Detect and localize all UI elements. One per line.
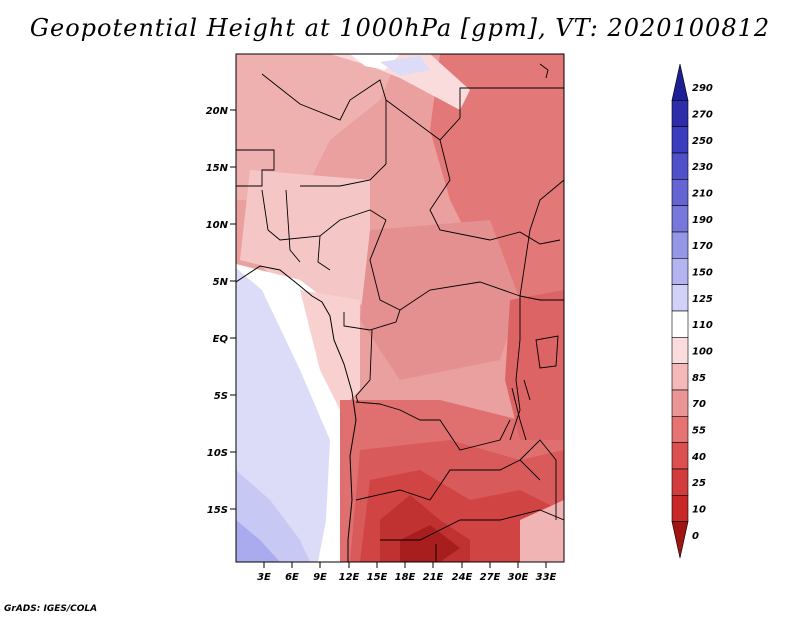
lon-label: 33E	[536, 572, 557, 583]
colorbar: 2902702502302101901701501251101008570554…	[671, 63, 713, 559]
lat-label: EQ	[213, 334, 229, 345]
colorbar-label: 40	[691, 452, 706, 463]
field-north-light	[330, 54, 470, 110]
height-field	[236, 54, 564, 562]
colorbar-label: 110	[692, 320, 713, 331]
field-north-blue	[380, 56, 430, 76]
field-central	[360, 220, 520, 380]
border-chad-car-sudan	[429, 139, 561, 245]
lat-axis: 20N 15N 10N 5N EQ 5S 10S 15S	[206, 106, 236, 516]
lat-label: 15N	[206, 163, 229, 174]
colorbar-label: 230	[692, 162, 713, 173]
border-sudan-ethiopia	[519, 179, 564, 340]
lon-label: 3E	[257, 572, 271, 583]
grads-credit: GrADS: IGES/COLA	[4, 604, 98, 614]
colorbar-swatch	[671, 310, 689, 338]
colorbar-label: 70	[692, 399, 706, 410]
colorbar-label: 270	[692, 110, 713, 121]
colorbar-swatch	[671, 63, 689, 101]
lake-victoria	[535, 335, 559, 369]
border-malawi	[519, 439, 557, 520]
border-car-drc	[399, 281, 521, 311]
border-nigeria-benin	[317, 235, 331, 271]
colorbar-label: 170	[692, 241, 713, 252]
lat-label: 20N	[206, 106, 229, 117]
colorbar-label: 85	[692, 373, 706, 384]
border-nigeria-cameroon	[369, 219, 401, 311]
lon-label: 18E	[395, 572, 416, 583]
lon-axis: 3E 6E 9E 12E 15E 18E 21E 24E 27E 30E 33E	[257, 562, 557, 583]
border-gabon-congo	[343, 309, 401, 331]
colorbar-label: 290	[692, 83, 713, 94]
colorbar-swatch	[671, 468, 689, 496]
colorbar-label: 55	[692, 426, 706, 437]
colorbar-swatch	[671, 337, 689, 364]
border-burkina-ghana	[285, 189, 301, 263]
border-drc-east	[509, 339, 521, 441]
colorbar-label: 0	[692, 531, 699, 542]
colorbar-label: 250	[692, 136, 713, 147]
field-south-min	[400, 525, 460, 562]
colorbar-label: 125	[692, 294, 713, 305]
colorbar-swatch	[671, 231, 689, 259]
border-mali-niger-south	[300, 163, 387, 187]
border-ssudan-uganda	[519, 295, 564, 301]
border-drc-angola-zambia	[355, 401, 511, 451]
field-ne-low	[430, 54, 564, 340]
border-congo-drc	[355, 329, 373, 403]
colorbar-swatch	[671, 179, 689, 206]
colorbar-swatch	[671, 284, 689, 312]
colorbar-label: 150	[692, 268, 713, 279]
lon-label: 6E	[285, 572, 299, 583]
lake-tanganyika	[511, 379, 531, 441]
borders	[236, 63, 564, 562]
field-central-west	[300, 290, 360, 410]
colorbar-swatch	[671, 389, 689, 417]
field-ocean-blue-3	[236, 520, 280, 562]
lon-label: 12E	[339, 572, 360, 583]
coastline-west	[236, 265, 357, 562]
colorbar-label: 25	[692, 478, 706, 489]
lon-label: 30E	[508, 572, 529, 583]
border-libya-chad-sudan	[385, 87, 564, 141]
field-nw	[236, 54, 400, 200]
colorbar-label: 190	[692, 215, 713, 226]
field-ocean-blue	[236, 268, 330, 562]
colorbar-swatch	[671, 495, 689, 522]
lat-label: 10S	[207, 448, 228, 459]
colorbar-swatch	[671, 126, 689, 154]
lon-label: 24E	[452, 572, 473, 583]
field-west-africa	[240, 170, 370, 320]
colorbar-swatch	[671, 100, 689, 127]
colorbar-label: 10	[692, 505, 706, 516]
colorbar-swatch	[671, 205, 689, 233]
map-title: Geopotential Height at 1000hPa [gpm], VT…	[29, 14, 771, 42]
colorbar-swatch	[671, 521, 689, 559]
lat-label: 10N	[206, 220, 229, 231]
colorbar-swatch	[671, 152, 689, 180]
lat-label: 5S	[214, 391, 228, 402]
colorbar-swatch	[671, 416, 689, 443]
lon-label: 21E	[423, 572, 444, 583]
border-mauritania-mali	[236, 149, 275, 187]
lon-label: 9E	[313, 572, 327, 583]
colorbar-swatch	[671, 363, 689, 391]
colorbar-swatch	[671, 442, 689, 470]
lat-label: 15S	[207, 505, 228, 516]
coast-north	[539, 63, 549, 79]
colorbar-swatch	[671, 258, 689, 285]
lat-label: 5N	[213, 277, 229, 288]
lon-label: 15E	[367, 572, 388, 583]
lon-label: 27E	[480, 572, 501, 583]
colorbar-label: 100	[692, 347, 713, 358]
map-frame	[235, 53, 565, 563]
border-namibia-botswana-zimbabwe	[380, 509, 564, 541]
colorbar-label: 210	[692, 189, 713, 200]
